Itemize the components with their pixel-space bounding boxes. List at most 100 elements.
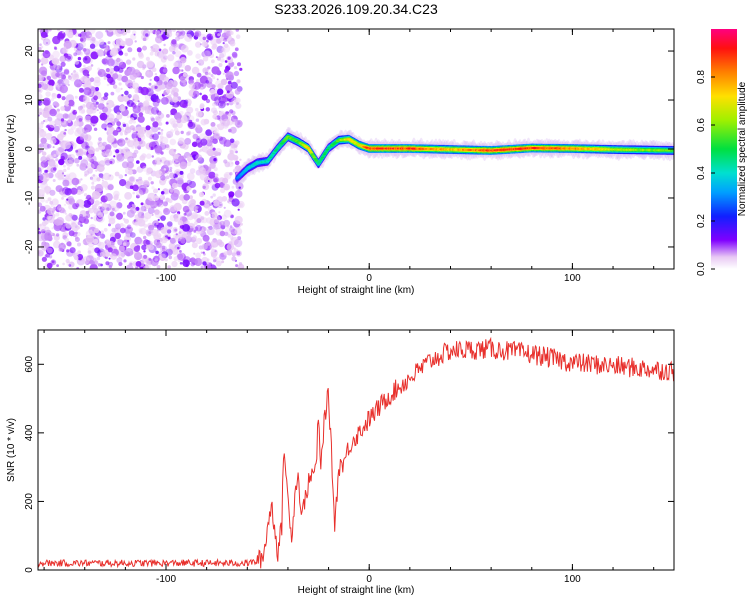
noise-speck [213,101,217,105]
noise-speck [54,218,62,226]
noise-speck [218,50,227,58]
noise-speck [229,40,236,47]
noise-speck [173,149,177,152]
noise-speck [53,167,57,171]
noise-speck [126,239,130,243]
noise-speck [70,214,76,220]
noise-speck [123,150,127,154]
noise-speck [195,118,200,122]
noise-speck [174,88,180,93]
noise-speck [148,82,152,86]
noise-speck [149,29,154,34]
noise-speck [132,57,136,61]
noise-speck [163,159,171,168]
noise-speck [87,155,91,158]
spectrogram-ytick-label: 20 [24,45,35,57]
noise-speck [169,169,173,173]
noise-speck [57,80,62,85]
noise-speck [133,140,139,146]
noise-speck [111,227,117,233]
noise-speck [105,68,110,73]
noise-speck [76,189,82,195]
track-band [308,150,313,153]
noise-speck [222,177,229,184]
noise-speck [81,142,86,148]
noise-speck [198,169,203,174]
noise-speck [229,126,237,134]
noise-speck [154,170,163,179]
track-band [323,151,328,154]
noise-speck [141,244,147,251]
noise-speck [85,171,89,175]
noise-speck [173,217,179,223]
noise-speck [153,239,161,246]
noise-speck [196,229,201,235]
noise-speck [87,153,92,158]
noise-speck [194,30,202,38]
noise-speck [53,61,62,70]
noise-speck [39,130,47,138]
noise-speck [67,75,73,80]
noise-speck [92,174,96,177]
noise-speck [93,76,101,84]
noise-speck [235,29,239,32]
noise-speck [73,70,76,73]
noise-speck [138,112,144,117]
noise-speck [188,203,197,212]
noise-speck [57,133,64,141]
noise-speck [75,43,84,51]
noise-speck [124,138,131,144]
noise-speck [40,31,48,38]
noise-speck [131,145,135,149]
noise-speck [218,136,223,141]
noise-speck [200,265,204,269]
noise-speck [159,131,164,136]
noise-speck [38,83,42,89]
noise-speck [112,142,118,148]
noise-speck [220,58,225,63]
noise-speck [166,229,172,234]
noise-speck [174,234,182,242]
spectrogram-xlabel: Height of straight line (km) [298,285,415,296]
noise-speck [154,145,163,154]
noise-speck [123,250,129,256]
noise-speck [82,96,90,104]
noise-speck [123,96,130,103]
track-band [311,154,316,157]
noise-speck [98,241,105,249]
noise-speck [226,102,229,106]
noise-speck [89,34,92,37]
noise-speck [97,263,102,267]
noise-speck [204,48,213,57]
noise-speck [214,31,217,34]
noise-speck [138,53,144,59]
noise-speck [179,170,184,175]
noise-speck [127,169,133,175]
noise-speck [133,220,140,227]
noise-speck [154,209,160,215]
noise-speck [121,94,124,97]
noise-speck [195,224,202,232]
noise-speck [67,31,74,39]
noise-speck [153,75,160,82]
noise-speck [84,29,90,33]
noise-speck [128,176,136,183]
noise-speck [70,187,78,195]
noise-speck [200,118,208,126]
noise-speck [48,79,55,87]
noise-speck [226,249,233,256]
noise-speck [97,103,105,110]
noise-speck [79,94,87,102]
noise-speck [163,208,171,215]
noise-speck [121,141,125,145]
noise-speck [76,163,80,167]
noise-speck [45,41,49,45]
noise-speck [73,255,79,261]
noise-speck [154,157,162,165]
noise-speck [40,156,47,163]
noise-speck [213,110,218,116]
noise-speck [117,94,125,103]
noise-speck [72,110,78,115]
noise-speck [189,222,195,229]
noise-speck [163,43,166,47]
